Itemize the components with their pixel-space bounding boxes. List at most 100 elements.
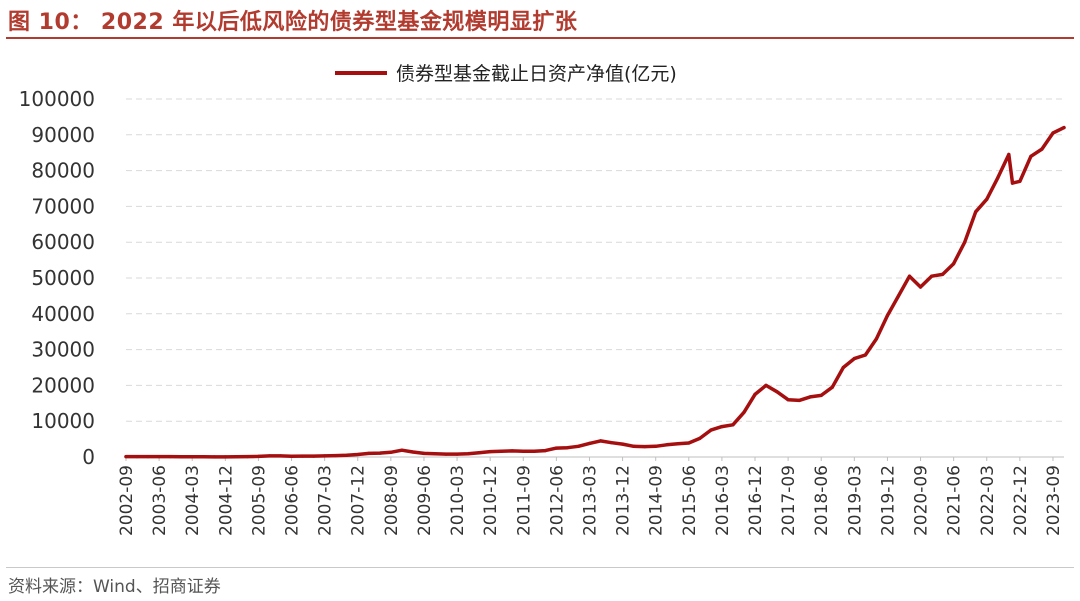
x-tick-label: 2021-06 [945,465,965,536]
x-tick-label: 2022-12 [1011,465,1031,536]
title-divider [6,37,1074,39]
data-point [1018,179,1022,183]
data-point [963,240,967,244]
x-tick-label: 2008-09 [382,465,402,536]
x-tick-label: 2019-12 [878,465,898,536]
x-tick-label: 2016-03 [713,465,733,536]
y-tick-label: 30000 [31,338,95,362]
y-tick-label: 20000 [31,373,95,397]
data-point [941,272,945,276]
data-point [378,451,382,455]
data-point [323,454,327,458]
data-point [135,455,139,459]
x-tick-label: 2007-03 [316,465,336,536]
data-point [312,454,316,458]
x-tick-label: 2013-12 [614,465,634,536]
x-tick-label: 2009-06 [415,465,435,536]
data-point [576,444,581,448]
x-tick-label: 2012-06 [547,465,567,536]
data-point [499,449,503,453]
data-point [610,441,614,445]
x-tick-label: 2019-03 [845,465,865,536]
x-tick-label: 2003-06 [150,465,170,536]
data-point [345,453,349,457]
x-tick-label: 2010-03 [448,465,468,536]
data-point [852,357,856,361]
data-point [687,441,691,445]
data-point [698,436,702,440]
data-point [256,454,260,458]
x-tick-label: 2018-06 [812,465,832,536]
y-tick-label: 70000 [31,194,95,218]
data-point [444,452,448,456]
data-point [720,425,724,429]
data-point [874,337,879,341]
data-point [885,314,890,318]
data-point [587,441,592,445]
data-point [234,455,238,459]
data-point [389,450,393,454]
data-point [1040,147,1044,151]
data-point [841,365,845,370]
data-point [334,454,338,458]
data-point [985,197,989,201]
data-point [830,385,834,389]
y-tick-label: 50000 [31,266,95,290]
y-tick-label: 10000 [31,409,95,433]
x-tick-label: 2015-06 [680,465,700,536]
data-point [477,451,481,455]
data-point [157,455,161,459]
y-tick-label: 60000 [31,230,95,254]
x-tick-label: 2020-09 [912,465,932,536]
data-point [1062,126,1066,130]
data-point [543,449,547,453]
data-point [190,455,194,459]
data-point [764,383,768,387]
source-divider [6,567,1074,568]
data-point [1007,152,1011,157]
y-tick-label: 80000 [31,159,95,183]
data-point [930,274,934,278]
data-point [808,395,812,399]
data-point [212,455,216,459]
data-point [819,393,823,397]
data-point [179,455,183,459]
x-tick-label: 2007-12 [349,465,369,536]
data-point [223,455,227,459]
data-point [267,454,272,458]
data-point [400,448,404,452]
x-tick-label: 2005-09 [249,465,269,536]
data-point [201,455,205,459]
data-point [466,452,470,456]
data-point [565,446,570,450]
data-point [168,455,172,459]
data-point [996,176,1000,180]
x-tick-label: 2014-09 [647,465,667,536]
data-point [554,446,559,450]
data-point [245,455,249,459]
data-point [521,449,525,453]
x-tick-label: 2004-03 [183,465,203,536]
data-point [918,285,923,289]
source-note: 资料来源：Wind、招商证券 [8,577,221,597]
data-point [488,450,492,454]
data-point [753,392,757,396]
data-point [731,423,735,427]
x-tick-label: 2023-09 [1044,465,1064,536]
data-point [411,450,415,454]
y-tick-label: 100000 [19,87,95,111]
data-point [422,451,426,455]
data-point [455,452,459,456]
data-point [786,398,790,402]
data-point [356,452,360,457]
data-point [532,449,536,453]
data-point [301,454,305,458]
data-point [510,449,514,453]
x-tick-label: 2011-09 [514,465,534,536]
data-point [146,455,150,459]
data-point [433,452,437,456]
x-tick-label: 2017-09 [779,465,799,536]
x-tick-label: 2010-12 [481,465,501,536]
data-point [665,443,669,447]
data-point [797,398,801,402]
